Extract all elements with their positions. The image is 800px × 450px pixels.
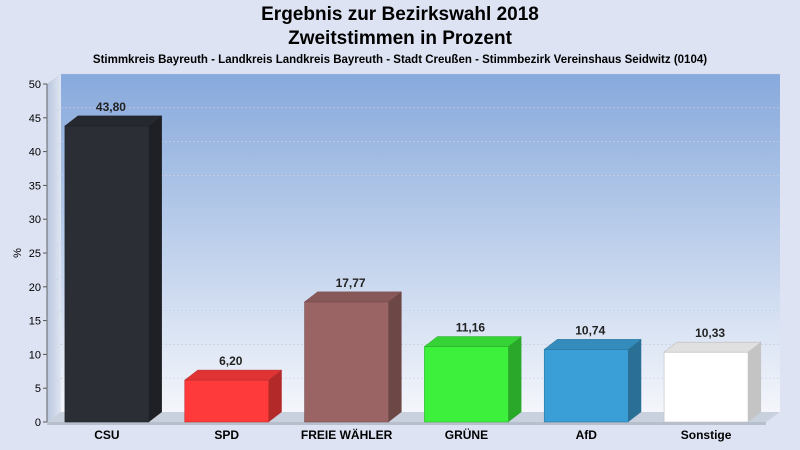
- bar-top: [184, 369, 283, 381]
- gridline-side: [46, 208, 62, 220]
- bar-top: [543, 339, 642, 350]
- y-tick-label: 15: [29, 316, 41, 328]
- bar-freie-wähler: [304, 301, 389, 423]
- y-tick-label: 5: [35, 383, 41, 395]
- bar-side: [148, 115, 162, 423]
- y-tick-label: 45: [29, 113, 41, 125]
- y-tick-label: 20: [29, 282, 41, 294]
- chart-subtitle: Zweitstimmen in Prozent: [288, 28, 512, 49]
- y-tick-label: 30: [29, 214, 41, 226]
- bar-value-label: 10,74: [575, 323, 605, 337]
- bar-side: [508, 336, 522, 422]
- bar-side: [628, 339, 642, 422]
- gridline-side: [46, 141, 62, 152]
- bar-value-label: 17,77: [336, 276, 366, 290]
- bar-side: [748, 342, 762, 422]
- gridline-side: [46, 377, 62, 389]
- y-tick-label: 0: [35, 417, 41, 429]
- bar-side: [388, 291, 402, 422]
- y-tick-label: 10: [29, 349, 41, 361]
- bar-top: [423, 336, 523, 347]
- bar-grüne: [424, 346, 509, 423]
- bar-value-label: 6,20: [219, 354, 243, 368]
- x-tick-label: FREIE WÄHLER: [301, 427, 393, 442]
- x-tick-label: Sonstige: [681, 428, 732, 442]
- plot-floor-edge: [47, 422, 766, 425]
- chart-title: Ergebnis zur Bezirkswahl 2018: [261, 4, 539, 25]
- y-tick-label: 35: [29, 180, 41, 192]
- y-axis-label: %: [12, 248, 24, 258]
- plot-background: [61, 74, 780, 412]
- bar-top: [303, 291, 403, 303]
- bar-value-label: 10,33: [695, 326, 725, 340]
- gridline-side: [46, 310, 62, 321]
- y-tick-label: 50: [29, 79, 41, 91]
- bar-sonstige: [663, 351, 749, 423]
- bar-value-label: 43,80: [96, 100, 126, 114]
- bar-csu: [64, 125, 150, 423]
- x-tick-label: SPD: [214, 428, 239, 442]
- x-tick-label: AfD: [576, 428, 598, 442]
- y-tick-label: 40: [29, 147, 41, 159]
- bar-spd: [184, 379, 270, 423]
- bar-top: [663, 341, 762, 353]
- gridline-side: [46, 344, 62, 355]
- chart-location-subtitle: Stimmkreis Bayreuth - Landkreis Landkrei…: [92, 54, 708, 66]
- bar-afd: [543, 349, 629, 423]
- gridline-side: [46, 175, 62, 186]
- gridline-side: [46, 107, 62, 119]
- bar-side: [268, 370, 282, 422]
- x-tick-label: CSU: [94, 428, 119, 442]
- gridline-side: [46, 276, 62, 288]
- gridline-side: [46, 242, 62, 254]
- x-tick-label: GRÜNE: [445, 427, 488, 442]
- bar-top: [64, 115, 163, 127]
- bar-value-label: 11,16: [456, 321, 486, 335]
- gridline-side: [46, 73, 62, 85]
- y-tick-label: 25: [29, 248, 41, 260]
